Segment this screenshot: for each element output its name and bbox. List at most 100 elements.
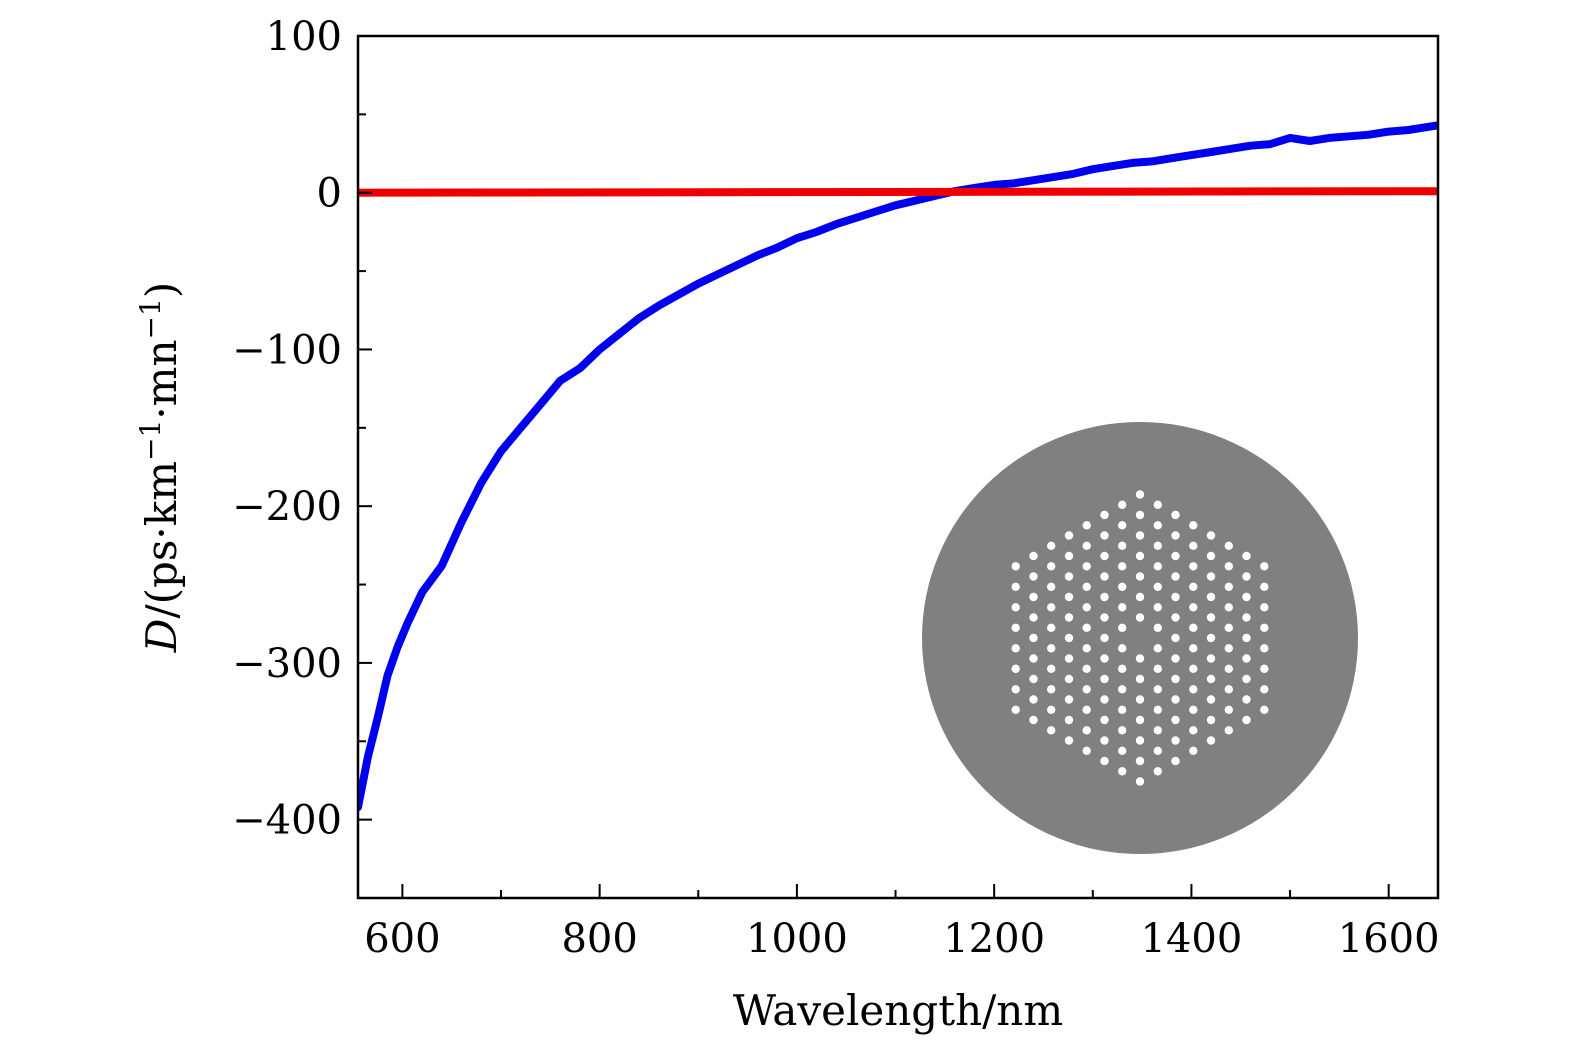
air-hole [1118, 644, 1127, 653]
air-hole [1100, 654, 1109, 663]
air-hole [1242, 654, 1251, 663]
air-hole [1118, 664, 1127, 673]
air-hole [1118, 562, 1127, 571]
air-hole [1135, 674, 1145, 684]
air-hole [1153, 521, 1163, 530]
air-hole [1171, 551, 1180, 561]
air-hole [1189, 685, 1198, 694]
x-tick-label: 1000 [746, 916, 848, 962]
y-tick-label: −200 [232, 484, 342, 530]
y-axis-title-unit-b: ·mn [137, 339, 186, 419]
air-hole [1011, 582, 1020, 591]
air-hole [1118, 541, 1127, 550]
air-hole [1206, 715, 1216, 725]
air-hole [1171, 674, 1180, 684]
x-axis-title: Wavelength/nm [733, 986, 1063, 1035]
air-hole [1082, 746, 1091, 755]
air-hole [1064, 654, 1074, 663]
x-tick-label: 1200 [943, 916, 1045, 962]
air-hole [1100, 736, 1109, 745]
air-hole [1100, 592, 1109, 602]
series-line-1 [358, 121, 1438, 812]
air-hole [1118, 726, 1127, 735]
air-hole [1135, 551, 1145, 561]
air-hole [1153, 746, 1163, 755]
series-layer [358, 121, 1438, 812]
air-hole [1171, 613, 1180, 622]
air-hole [1171, 756, 1180, 766]
air-hole [1260, 664, 1269, 673]
air-hole [1135, 654, 1145, 663]
air-hole [1171, 572, 1180, 581]
air-hole [1260, 582, 1269, 591]
air-hole [1153, 726, 1163, 735]
air-hole [1189, 623, 1198, 632]
air-hole [1047, 664, 1056, 673]
air-hole [1118, 603, 1127, 612]
air-hole [1242, 592, 1251, 602]
air-hole [1242, 674, 1251, 684]
air-hole [1242, 613, 1251, 622]
air-hole [1082, 541, 1091, 550]
air-hole [1135, 756, 1145, 766]
air-hole [1047, 623, 1056, 632]
air-hole [1206, 633, 1216, 643]
air-hole [1171, 715, 1180, 725]
air-hole [1029, 695, 1038, 704]
air-hole [1029, 715, 1038, 725]
air-hole [1029, 633, 1038, 643]
air-hole [1260, 562, 1269, 571]
air-hole [1082, 644, 1091, 653]
air-hole [1047, 644, 1056, 653]
air-hole [1206, 674, 1216, 684]
air-hole [1153, 767, 1163, 776]
air-hole [1029, 613, 1038, 622]
air-hole [1224, 603, 1234, 612]
y-axis-title-symbol: D [137, 619, 186, 654]
air-hole [1082, 521, 1091, 530]
y-tick-label: 100 [266, 14, 342, 60]
air-hole [1153, 562, 1163, 571]
air-hole [1082, 582, 1091, 591]
air-hole [1189, 746, 1198, 755]
air-hole [1082, 726, 1091, 735]
air-hole [1153, 644, 1163, 653]
air-hole [1064, 695, 1074, 704]
air-hole [1082, 603, 1091, 612]
y-axis-title-unit-a: /(ps·km [137, 461, 186, 619]
air-hole [1224, 582, 1234, 591]
air-hole [1064, 633, 1074, 643]
air-hole [1100, 531, 1109, 540]
x-tick-label: 800 [561, 916, 637, 962]
air-hole [1047, 726, 1056, 735]
air-hole [1047, 541, 1056, 550]
air-hole [1224, 685, 1234, 694]
air-hole [1224, 541, 1234, 550]
air-hole [1100, 613, 1109, 622]
air-hole [1224, 644, 1234, 653]
air-hole [1100, 551, 1109, 561]
air-hole [1171, 592, 1180, 602]
fiber-cladding [922, 422, 1358, 854]
air-hole [1118, 521, 1127, 530]
air-hole [1189, 541, 1198, 550]
x-tick-label: 600 [364, 916, 440, 962]
air-hole [1189, 726, 1198, 735]
air-hole [1135, 715, 1145, 725]
air-hole [1153, 705, 1163, 714]
air-hole [1153, 603, 1163, 612]
air-hole [1118, 685, 1127, 694]
air-hole [1064, 613, 1074, 622]
air-hole [1260, 644, 1269, 653]
air-hole [1011, 705, 1020, 714]
air-hole [1135, 510, 1145, 520]
air-hole [1082, 664, 1091, 673]
series-line-2 [358, 187, 1438, 197]
air-hole [1082, 685, 1091, 694]
air-hole [1064, 736, 1074, 745]
fiber-inset [922, 422, 1358, 854]
x-tick-label: 1600 [1338, 916, 1440, 962]
air-hole [1064, 551, 1074, 561]
air-hole [1260, 623, 1269, 632]
